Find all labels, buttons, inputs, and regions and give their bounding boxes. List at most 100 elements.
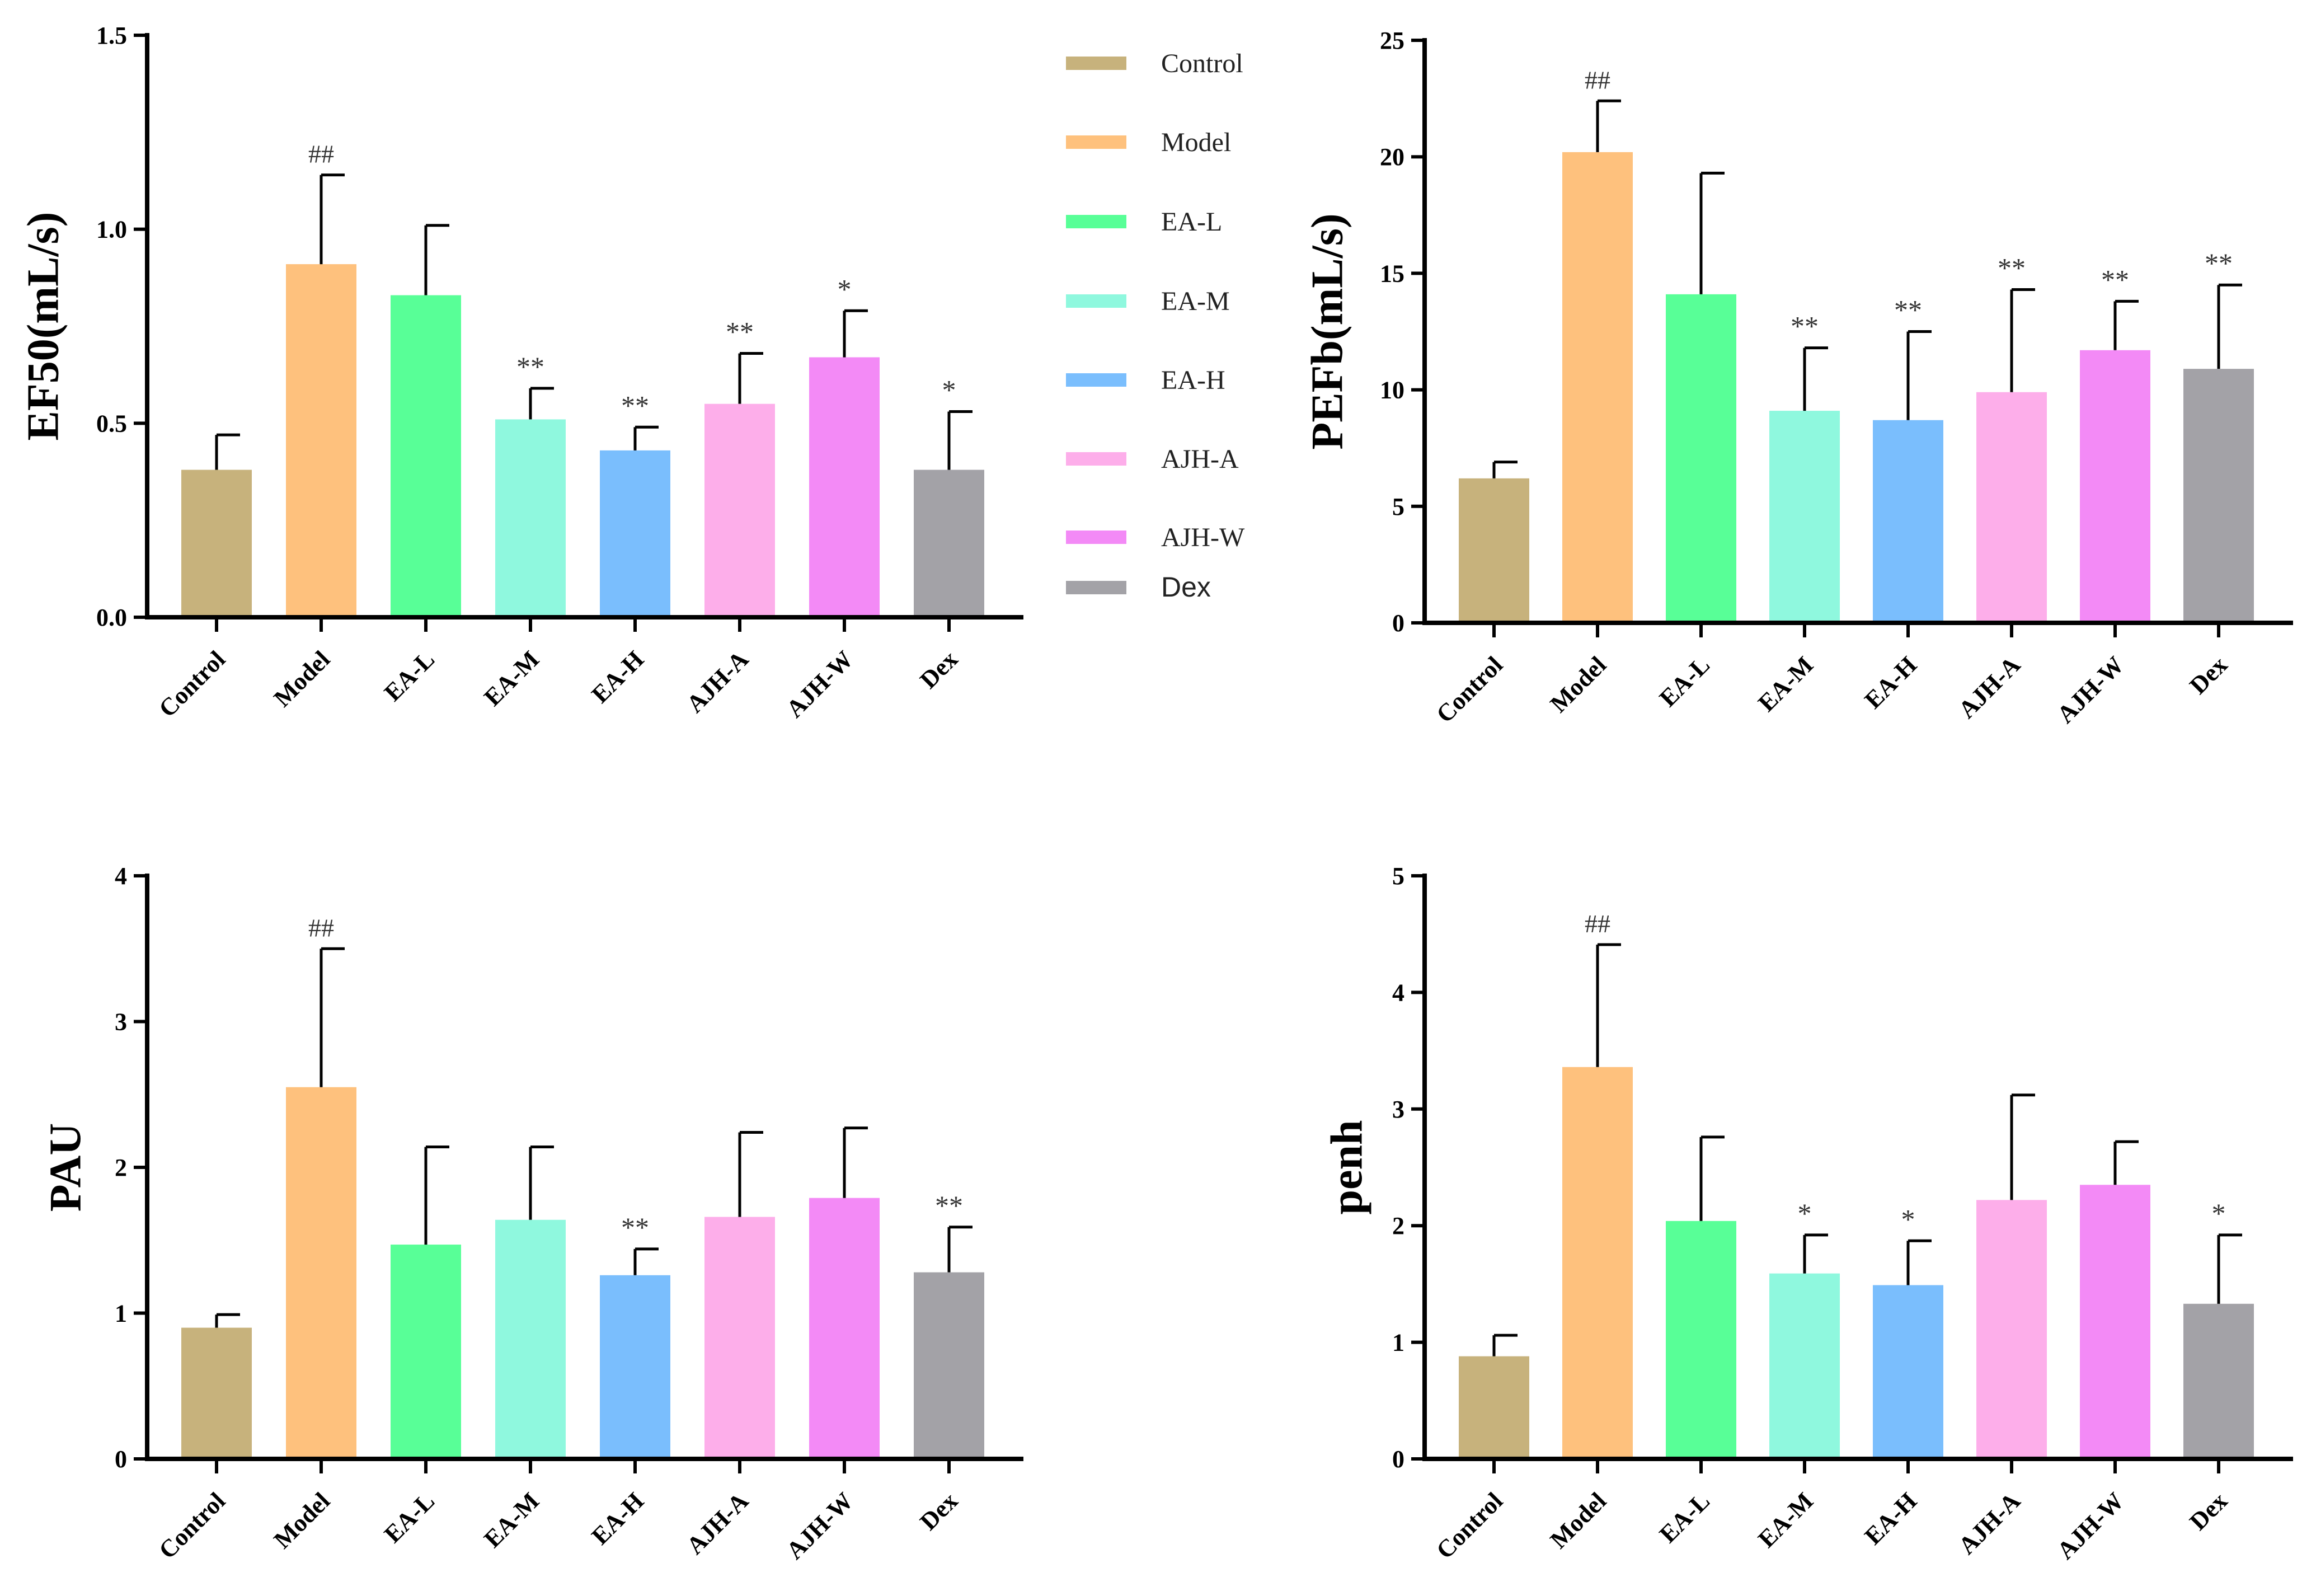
bar-model xyxy=(286,1087,356,1459)
y-tick-label: 1 xyxy=(1392,1329,1404,1356)
y-axis-title: penh xyxy=(1322,1120,1371,1215)
legend-label: AJH-W xyxy=(1161,523,1245,552)
bar-ea-l xyxy=(391,1245,461,1459)
significance-label: * xyxy=(2212,1198,2226,1229)
y-tick-label: 0 xyxy=(115,1445,127,1473)
legend-label: Dex xyxy=(1161,571,1211,603)
y-tick-label: 0 xyxy=(1392,609,1404,637)
error-bar xyxy=(1803,1233,1828,1274)
legend-item-ea-h: EA-H xyxy=(1066,365,1225,395)
error-bar xyxy=(215,433,240,470)
x-tick-label: Dex xyxy=(915,1487,963,1535)
error-bar xyxy=(2113,1140,2139,1185)
chart-panel-pau: ## ** ** 0 1 2 3 4 Control Model EA-L EA-M EA-H AJH-A… xyxy=(41,862,1023,1565)
significance-label: ** xyxy=(726,316,754,348)
bar-ea-m xyxy=(495,1219,566,1459)
significance-label: ** xyxy=(1791,311,1819,342)
x-tick-label: Dex xyxy=(2185,651,2233,699)
y-axis-title: PAU xyxy=(41,1123,90,1212)
error-bar xyxy=(320,173,345,265)
legend-label: EA-L xyxy=(1161,207,1222,237)
significance-label: ** xyxy=(2205,247,2233,279)
significance-label: * xyxy=(1798,1198,1812,1229)
error-bar xyxy=(424,1146,449,1245)
bar-ajh-a xyxy=(704,1217,775,1459)
error-bar xyxy=(843,309,868,358)
error-bar xyxy=(529,1146,554,1220)
x-tick-label: Control xyxy=(1431,651,1508,728)
y-tick-label: 1.5 xyxy=(96,22,127,49)
y-tick-label: 4 xyxy=(115,862,127,890)
x-tick-label: EA-L xyxy=(379,1487,440,1548)
x-tick-label: AJH-W xyxy=(781,645,858,722)
legend-swatch xyxy=(1066,452,1126,466)
error-bar xyxy=(1492,461,1518,478)
bar-ajh-a xyxy=(1976,1200,2047,1459)
x-tick-label: AJH-A xyxy=(681,645,754,718)
x-tick-label: Dex xyxy=(915,645,963,693)
x-tick-label: EA-L xyxy=(1654,651,1715,712)
y-axis-title: PEFb(mL/s) xyxy=(1303,213,1352,449)
significance-label: ** xyxy=(1998,252,2026,284)
x-tick-label: AJH-A xyxy=(1953,651,2026,724)
legend-swatch xyxy=(1066,215,1126,228)
bar-ea-l xyxy=(391,295,461,617)
x-tick-label: Model xyxy=(269,645,335,712)
significance-label: ** xyxy=(621,389,649,421)
error-bar xyxy=(1596,943,1621,1067)
legend: Control Model EA-L EA-M EA-H AJH-A AJH-W Dex xyxy=(1066,49,1245,603)
bar-control xyxy=(1459,478,1529,623)
significance-label: ## xyxy=(308,913,334,942)
bar-ea-h xyxy=(600,1275,670,1459)
error-bar xyxy=(1906,1239,1932,1285)
y-tick-label: 5 xyxy=(1392,493,1404,520)
error-bar xyxy=(633,425,659,450)
legend-swatch xyxy=(1066,581,1126,594)
y-tick-label: 15 xyxy=(1380,260,1404,287)
legend-label: Control xyxy=(1161,49,1243,78)
x-tick-label: EA-M xyxy=(478,1487,544,1553)
y-tick-label: 1 xyxy=(115,1300,127,1327)
error-bar xyxy=(843,1126,868,1198)
x-tick-label: AJH-A xyxy=(681,1487,754,1560)
x-tick-label: Control xyxy=(1431,1487,1508,1564)
error-bar xyxy=(1699,1135,1725,1221)
x-tick-label: AJH-W xyxy=(2052,651,2129,728)
chart-panel-pefb: ## ** ** ** ** ** 0 5 10 15 20 25 Control Model EA-L EA… xyxy=(1303,27,2293,729)
y-tick-label: 2 xyxy=(1392,1212,1404,1240)
error-bar xyxy=(1906,330,1932,420)
legend-item-dex: Dex xyxy=(1066,571,1211,603)
y-tick-label: 25 xyxy=(1380,27,1404,54)
bar-dex xyxy=(2183,369,2254,623)
x-tick-label: EA-M xyxy=(1753,651,1819,717)
bar-model xyxy=(1562,152,1633,623)
error-bar xyxy=(947,410,973,470)
x-tick-label: Control xyxy=(153,645,231,722)
bar-control xyxy=(181,1327,252,1459)
bar-model xyxy=(286,264,356,618)
error-bar xyxy=(738,1130,763,1217)
significance-label: ## xyxy=(1585,909,1610,938)
y-tick-label: 3 xyxy=(1392,1096,1404,1123)
error-bar xyxy=(1492,1334,1518,1356)
bar-ajh-w xyxy=(809,357,880,617)
x-tick-label: Model xyxy=(1545,651,1612,717)
error-bar xyxy=(529,387,554,420)
x-tick-label: EA-L xyxy=(1654,1487,1715,1548)
legend-label: Model xyxy=(1161,128,1231,157)
significance-label: ** xyxy=(935,1190,963,1221)
x-tick-label: AJH-W xyxy=(2052,1487,2129,1564)
significance-label: ** xyxy=(1894,294,1922,326)
significance-label: ## xyxy=(308,140,334,168)
x-tick-label: EA-H xyxy=(586,1487,649,1550)
error-bar xyxy=(633,1247,659,1275)
x-tick-label: EA-H xyxy=(1859,651,1922,713)
error-bar xyxy=(1699,171,1725,294)
error-bar xyxy=(947,1226,973,1273)
x-tick-label: EA-H xyxy=(586,645,649,708)
y-tick-label: 5 xyxy=(1392,862,1404,890)
error-bar xyxy=(215,1313,240,1328)
legend-label: EA-M xyxy=(1161,287,1230,316)
